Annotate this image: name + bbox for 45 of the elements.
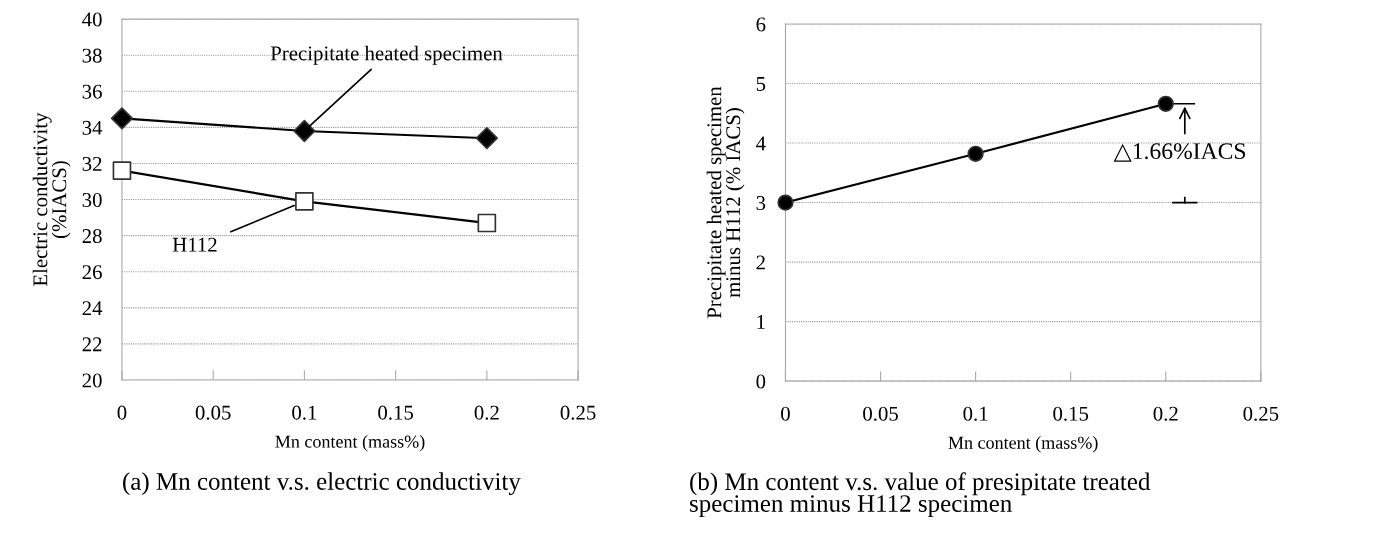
x-tick-label: 0.05 [195, 405, 231, 420]
x-tick-label: 0.2 [1153, 406, 1178, 421]
y-tick-label: 4 [756, 136, 766, 151]
x-tick-label: 0.25 [560, 405, 596, 420]
x-tick-label: 0 [781, 406, 790, 421]
x-axis-title: Mn content (mass%) [948, 436, 1098, 453]
x-tick-label: 0.15 [1053, 406, 1089, 421]
annotation: △1.66%IACS [1113, 143, 1246, 162]
y-tick-label: 5 [756, 77, 766, 91]
y-tick-label: 34 [82, 120, 103, 135]
text: (b) Mn content v.s. value of presipitate treated specimen minus H112 specimen [690, 472, 1151, 518]
y-tick-label: 6 [756, 17, 766, 32]
point [293, 119, 316, 143]
y-tick-label: 0 [756, 374, 766, 389]
x-tick-label: 0.2 [474, 405, 499, 420]
y-tick-label: 24 [82, 301, 103, 316]
y-tick-label: 36 [82, 84, 102, 99]
point [1157, 95, 1174, 112]
point [110, 107, 134, 130]
y-tick-label: 22 [82, 337, 102, 352]
y-tick-label: 32 [82, 156, 102, 171]
text: H112 [172, 237, 217, 252]
y-tick-label: 2 [756, 255, 765, 270]
text: (a) Mn content v.s. electric conductivity [123, 472, 521, 496]
x-tick-label: 0.1 [292, 405, 317, 420]
text: Precipitate heated specimen [270, 45, 503, 65]
y-axis-title: Precipitate heated specimen minus H112 (% IACS) [706, 86, 745, 319]
y-tick-label: 26 [82, 265, 102, 280]
point [475, 127, 498, 150]
y-tick-label: 3 [756, 196, 766, 210]
y-tick-label: 28 [82, 229, 102, 244]
y-tick-label: 38 [82, 48, 102, 63]
x-tick-label: 0.1 [963, 406, 988, 421]
x-tick-label: 0 [117, 405, 127, 420]
y-tick-label: 40 [82, 12, 102, 27]
y-tick-label: 20 [82, 373, 102, 388]
x-tick-label: 0.15 [378, 405, 414, 420]
x-tick-label: 0.05 [863, 406, 898, 421]
y-axis-title: Electric conductivity (%IACS) [32, 112, 71, 287]
x-tick-label: 0.25 [1243, 406, 1279, 421]
point [777, 194, 794, 211]
point [967, 145, 984, 162]
y-tick-label: 30 [82, 192, 102, 207]
x-axis-title: Mn content (mass%) [275, 435, 425, 452]
y-tick-label: 1 [757, 315, 765, 329]
